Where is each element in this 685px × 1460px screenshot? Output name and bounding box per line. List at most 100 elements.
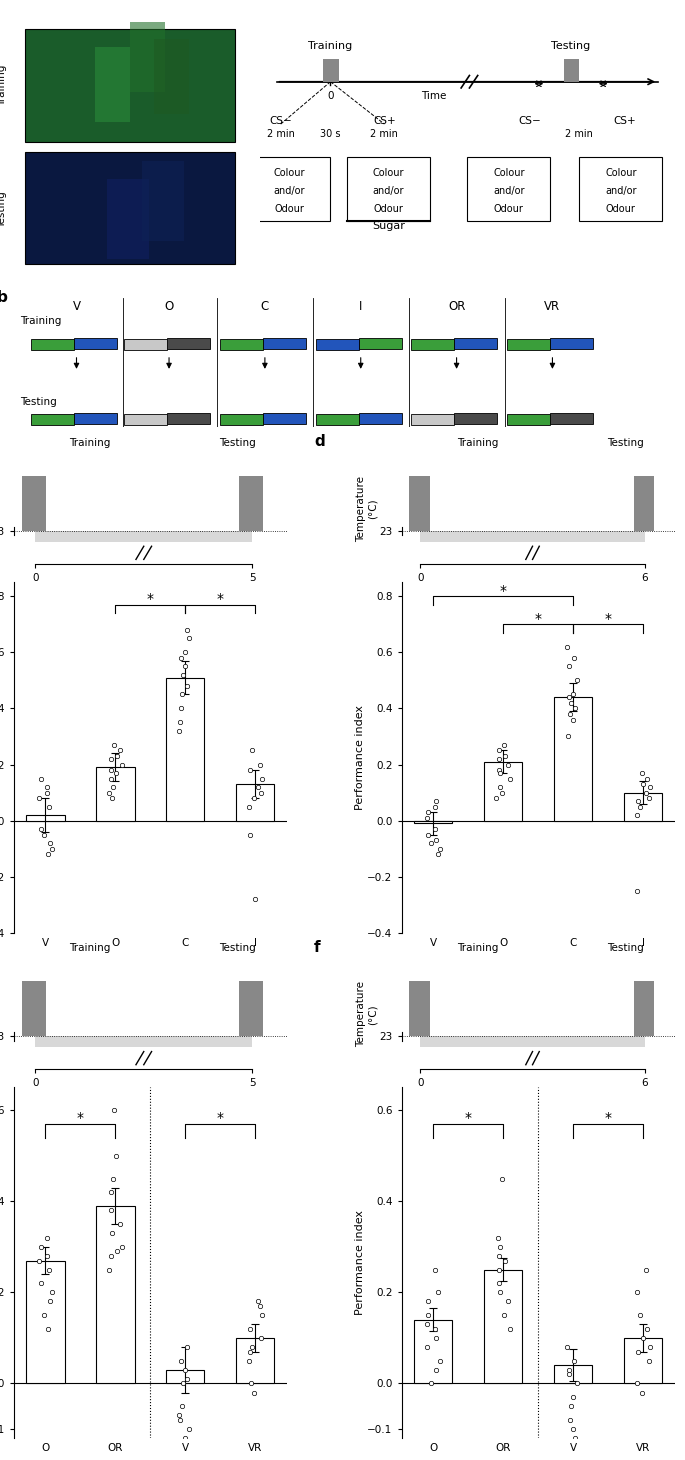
Point xyxy=(252,1289,263,1313)
Text: *: * xyxy=(605,612,612,626)
Point xyxy=(180,1426,191,1450)
Bar xyxy=(263,339,306,349)
Point xyxy=(637,1381,648,1405)
Text: and/or: and/or xyxy=(493,187,525,196)
Bar xyxy=(347,156,430,222)
Point xyxy=(42,1317,53,1340)
Point xyxy=(46,837,57,860)
Bar xyxy=(316,415,358,425)
Bar xyxy=(550,339,593,349)
Point xyxy=(180,654,191,677)
Text: Time: Time xyxy=(421,91,447,101)
Point xyxy=(638,772,649,796)
Point xyxy=(423,800,434,823)
Point xyxy=(46,1280,57,1304)
Point xyxy=(421,1336,432,1359)
Point xyxy=(179,641,190,664)
Point xyxy=(632,790,643,813)
Point xyxy=(105,1199,116,1222)
Point xyxy=(245,758,256,781)
Text: 2 min: 2 min xyxy=(371,128,399,139)
Text: f: f xyxy=(314,940,321,955)
Point xyxy=(495,1235,506,1259)
Y-axis label: Performance index: Performance index xyxy=(355,1210,364,1315)
Point xyxy=(116,753,127,777)
Point xyxy=(256,766,267,790)
Point xyxy=(640,781,651,804)
Point xyxy=(434,1349,445,1372)
Point xyxy=(178,663,189,686)
Bar xyxy=(358,339,401,349)
Point xyxy=(499,745,510,768)
Text: *: * xyxy=(499,584,507,597)
Bar xyxy=(412,339,454,350)
Point xyxy=(429,818,440,841)
Point xyxy=(431,1358,442,1381)
Point xyxy=(423,1289,434,1313)
Point xyxy=(256,1326,267,1349)
Text: Odour: Odour xyxy=(274,204,304,215)
Point xyxy=(497,1167,508,1190)
Bar xyxy=(166,677,205,821)
Bar xyxy=(32,415,75,425)
Point xyxy=(564,702,575,726)
Point xyxy=(181,1336,192,1359)
Point xyxy=(110,761,121,784)
Point xyxy=(644,1336,655,1359)
Bar xyxy=(467,156,550,222)
Point xyxy=(105,758,116,781)
Y-axis label: Temperature
(°C): Temperature (°C) xyxy=(356,981,378,1047)
Point xyxy=(568,708,579,731)
Point xyxy=(564,1409,575,1432)
Text: and/or: and/or xyxy=(273,187,305,196)
Point xyxy=(182,1367,192,1390)
Text: CS+: CS+ xyxy=(614,117,636,126)
Point xyxy=(504,766,515,790)
Text: and/or: and/or xyxy=(373,187,404,196)
Bar xyxy=(454,413,497,425)
Bar xyxy=(36,531,252,542)
Bar xyxy=(23,981,46,1037)
Text: Testing: Testing xyxy=(607,438,644,448)
Point xyxy=(244,1317,255,1340)
Point xyxy=(495,761,506,784)
Point xyxy=(109,733,120,756)
Bar xyxy=(484,762,523,821)
Point xyxy=(566,1394,577,1418)
Point xyxy=(642,1317,653,1340)
Point xyxy=(632,1372,643,1396)
Text: Training: Training xyxy=(0,64,7,107)
Bar xyxy=(323,60,339,82)
Point xyxy=(429,1259,440,1282)
Point xyxy=(247,739,258,762)
Bar xyxy=(95,47,130,121)
Bar xyxy=(508,415,550,425)
Point xyxy=(105,766,116,790)
Text: *: * xyxy=(147,593,153,606)
Point xyxy=(42,842,53,866)
Text: OR: OR xyxy=(448,299,465,312)
Point xyxy=(184,1418,195,1441)
Point xyxy=(181,618,192,641)
Point xyxy=(34,787,45,810)
Bar xyxy=(634,476,654,531)
Text: Training: Training xyxy=(458,438,499,448)
Point xyxy=(110,1145,121,1168)
Bar xyxy=(624,1337,662,1384)
Point xyxy=(43,794,54,818)
Text: Testing: Testing xyxy=(551,41,590,51)
Point xyxy=(423,823,434,847)
Text: Odour: Odour xyxy=(494,204,524,215)
Point xyxy=(644,775,655,799)
Point xyxy=(245,1372,256,1396)
Text: Colour: Colour xyxy=(373,168,404,178)
Bar xyxy=(421,531,645,542)
Bar xyxy=(412,415,454,425)
Bar xyxy=(130,18,165,92)
Text: *: * xyxy=(464,1111,472,1124)
Point xyxy=(499,1248,510,1272)
Bar xyxy=(414,1320,453,1384)
Point xyxy=(105,1181,116,1204)
Point xyxy=(569,1349,580,1372)
Point xyxy=(569,696,580,720)
